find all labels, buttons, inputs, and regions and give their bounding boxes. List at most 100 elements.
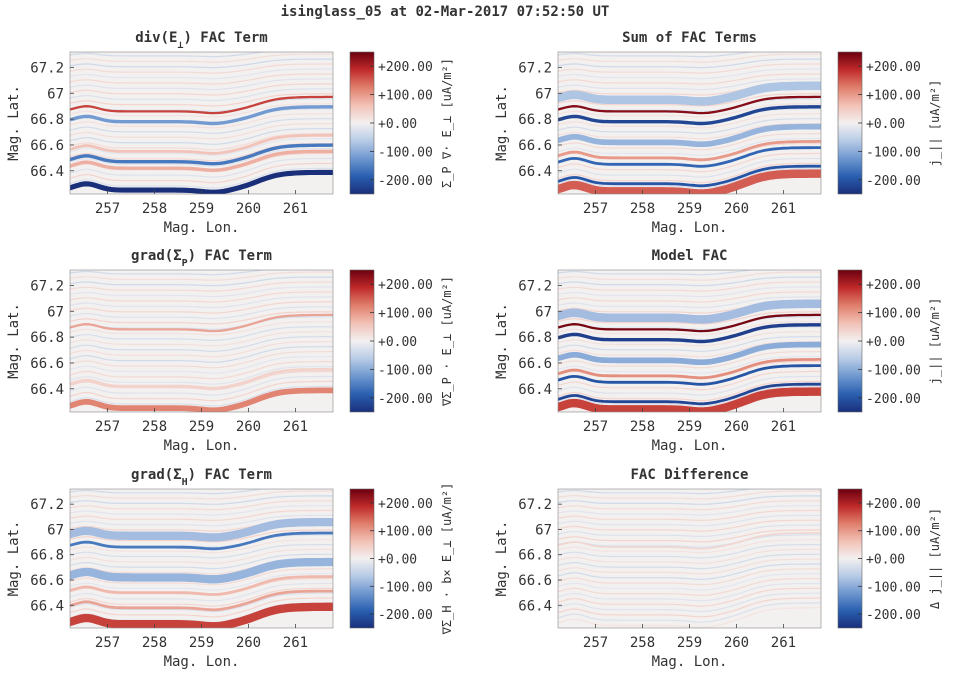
heatmap-band bbox=[70, 557, 333, 584]
y-tick-label: 66.6 bbox=[30, 138, 64, 154]
heatmap-band bbox=[558, 532, 821, 550]
heatmap-stria bbox=[70, 587, 333, 607]
heatmap-stria bbox=[70, 544, 333, 559]
y-tick-label: 67.2 bbox=[518, 278, 552, 294]
y-axis-label: Mag. Lat. bbox=[6, 303, 22, 379]
heatmap-stria bbox=[558, 123, 821, 140]
heatmap-stria bbox=[70, 271, 333, 281]
panel-title: Model FAC bbox=[652, 248, 728, 264]
panel-sum: 257 258 259 260 261 66.4 66.6 66.8 67 67.2 Mag. Lo… bbox=[494, 30, 942, 236]
x-tick-label: 261 bbox=[283, 419, 308, 435]
heatmap-band bbox=[558, 81, 821, 106]
heatmap-stria bbox=[558, 534, 821, 548]
heatmap-stria bbox=[558, 78, 821, 91]
colorbar-tick-label: +200.00 bbox=[378, 60, 433, 75]
heatmap-stria bbox=[70, 573, 333, 591]
y-tick-label: 67.2 bbox=[30, 60, 64, 76]
colorbar-tick-label: -100.00 bbox=[866, 145, 921, 160]
heatmap-stria bbox=[70, 167, 333, 189]
heatmap-stria bbox=[70, 311, 333, 325]
heatmap-stria bbox=[558, 356, 821, 374]
y-tick-label: 66.8 bbox=[30, 548, 64, 564]
heatmap-stria bbox=[70, 336, 333, 352]
colorbar-label: ∇Σ_P · E_⊥ [uA/m²] bbox=[440, 276, 454, 407]
heatmap-stria bbox=[558, 568, 821, 586]
heatmap-stria bbox=[70, 88, 333, 102]
colorbar-tick-label: +200.00 bbox=[378, 497, 433, 512]
heatmap-band bbox=[70, 313, 333, 333]
y-tick-label: 66.6 bbox=[518, 138, 552, 154]
heatmap-stria bbox=[70, 597, 333, 618]
heatmap-band bbox=[70, 517, 333, 542]
heatmap-stria bbox=[558, 331, 821, 347]
colorbar-label: Σ_P ∇· E_⊥ [uA/m²] bbox=[440, 58, 454, 188]
heatmap-stria bbox=[70, 270, 266, 276]
y-tick-label: 67.2 bbox=[518, 497, 552, 513]
colorbar-tick-label: -100.00 bbox=[866, 363, 921, 378]
heatmap-stria bbox=[70, 73, 333, 85]
heatmap-stria bbox=[70, 592, 333, 613]
heatmap-band bbox=[70, 575, 333, 596]
x-tick-label: 259 bbox=[189, 419, 214, 435]
heatmap-stria bbox=[558, 495, 821, 505]
colorbar-tick-label: +0.00 bbox=[866, 117, 905, 132]
heatmap-stria bbox=[70, 286, 333, 298]
heatmap-stria bbox=[558, 68, 821, 80]
heatmap-stria bbox=[558, 587, 821, 607]
x-tick-label: 261 bbox=[771, 635, 796, 651]
heatmap-stria bbox=[558, 370, 821, 391]
y-tick-label: 66.4 bbox=[30, 598, 64, 614]
x-tick-label: 260 bbox=[236, 201, 261, 217]
colorbar-tick-label: +200.00 bbox=[866, 497, 921, 512]
heatmap-stria bbox=[558, 544, 821, 559]
heatmap-stria bbox=[70, 63, 333, 74]
heatmap-stria bbox=[70, 301, 333, 314]
y-tick-label: 66.6 bbox=[30, 356, 64, 372]
heatmap-stria bbox=[70, 133, 333, 151]
heatmap-stria bbox=[70, 138, 333, 156]
heatmap-stria bbox=[558, 336, 821, 352]
heatmap-band bbox=[558, 358, 821, 380]
heatmap-stria bbox=[70, 505, 333, 516]
heatmap-stria bbox=[70, 58, 333, 69]
heatmap-stria bbox=[558, 489, 754, 495]
colorbar-tick-label: -200.00 bbox=[378, 608, 433, 623]
heatmap-stria bbox=[70, 489, 266, 495]
heatmap-band bbox=[70, 95, 333, 115]
heatmap-stria bbox=[70, 306, 333, 320]
y-tick-label: 66.8 bbox=[518, 330, 552, 346]
y-axis-label: Mag. Lat. bbox=[494, 85, 510, 161]
heatmap-band bbox=[70, 589, 333, 612]
y-tick-label: 67 bbox=[47, 86, 64, 102]
heatmap-stria bbox=[70, 128, 333, 145]
colorbar-tick-label: -200.00 bbox=[866, 174, 921, 189]
heatmap-div-e bbox=[70, 52, 333, 194]
heatmap-stria bbox=[70, 356, 333, 374]
x-tick-label: 257 bbox=[95, 419, 120, 435]
y-tick-label: 67.2 bbox=[30, 497, 64, 513]
heatmap-stria bbox=[70, 375, 333, 396]
colorbar-tick-label: +0.00 bbox=[378, 117, 417, 132]
heatmap-stria bbox=[558, 311, 821, 325]
heatmap-stria bbox=[558, 578, 821, 596]
colorbar-tick-label: +100.00 bbox=[378, 525, 433, 540]
heatmap-band bbox=[70, 367, 333, 390]
y-tick-label: 67 bbox=[47, 522, 64, 538]
colorbar-tick-label: +200.00 bbox=[866, 60, 921, 75]
heatmap-stria bbox=[558, 52, 754, 58]
heatmap-stria bbox=[70, 53, 333, 63]
colorbar-tick-label: +0.00 bbox=[866, 335, 905, 350]
panel-grad-p: 257 258 259 260 261 66.4 66.6 66.8 67 67.2 Mag. Lo… bbox=[6, 248, 454, 454]
heatmap-stria bbox=[558, 281, 821, 292]
x-tick-label: 260 bbox=[724, 635, 749, 651]
heatmap-stria bbox=[70, 83, 333, 96]
y-tick-label: 66.8 bbox=[518, 548, 552, 564]
y-tick-label: 67 bbox=[47, 304, 64, 320]
heatmap-stria bbox=[70, 509, 333, 521]
heatmap-stria bbox=[70, 326, 333, 341]
x-tick-label: 258 bbox=[630, 635, 655, 651]
heatmap-stria bbox=[558, 296, 821, 309]
heatmap-stria bbox=[70, 52, 266, 58]
heatmap-stria bbox=[558, 597, 821, 618]
y-tick-label: 66.4 bbox=[30, 382, 64, 398]
